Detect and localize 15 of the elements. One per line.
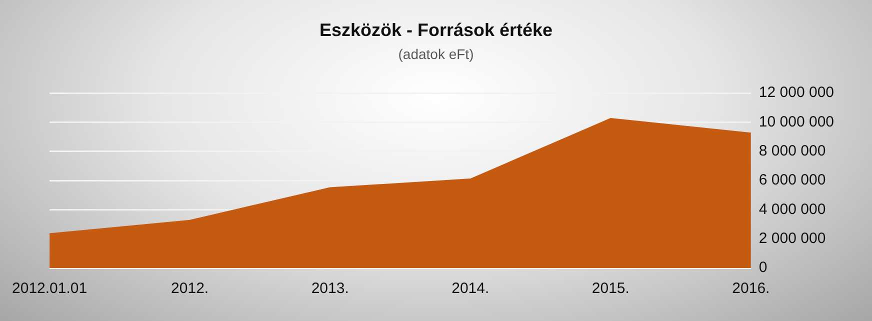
x-tick-label: 2013. — [311, 280, 349, 298]
y-tick-label: 6 000 000 — [758, 172, 826, 189]
chart-subtitle: (adatok eFt) — [397, 46, 475, 62]
x-tick-label: 2014. — [452, 280, 490, 298]
y-tick-label: 2 000 000 — [758, 230, 826, 247]
y-tick-label: 8 000 000 — [758, 142, 826, 160]
x-tick-label: 2012. — [171, 280, 209, 298]
x-tick-label: 2012.01.01 — [12, 280, 88, 298]
y-tick-label: 12 000 000 — [758, 84, 834, 102]
x-tick-label: 2016. — [732, 280, 770, 298]
x-tick-label: 2015. — [592, 280, 630, 298]
chart-title: Eszközök - Források értéke — [318, 20, 554, 41]
y-tick-label: 10 000 000 — [758, 113, 834, 130]
y-tick-label: 0 — [758, 259, 768, 276]
y-tick-label: 4 000 000 — [758, 200, 826, 218]
